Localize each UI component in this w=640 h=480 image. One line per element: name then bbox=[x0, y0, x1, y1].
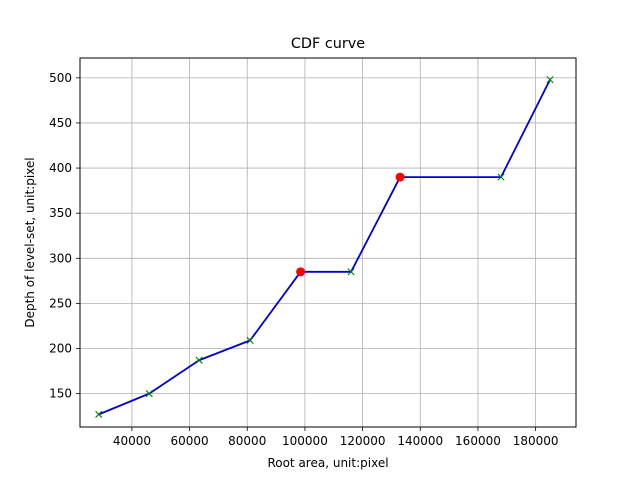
x-tick-label: 160000 bbox=[455, 434, 501, 448]
y-tick-label: 300 bbox=[49, 251, 72, 265]
y-axis-label: Depth of level-set, unit:pixel bbox=[23, 157, 37, 327]
y-tick-label: 200 bbox=[49, 342, 72, 356]
x-tick-label: 60000 bbox=[170, 434, 208, 448]
x-marker-point bbox=[546, 76, 554, 84]
x-tick-label: 100000 bbox=[282, 434, 328, 448]
x-marker-stroke bbox=[246, 336, 254, 344]
y-tick-label: 450 bbox=[49, 116, 72, 130]
x-marker-stroke bbox=[195, 356, 203, 364]
x-tick-label: 80000 bbox=[228, 434, 266, 448]
ticks: 40000 60000 80000 100000 120000 140000 160000 1… bbox=[49, 71, 558, 448]
x-marker-point bbox=[145, 390, 153, 398]
x-marker-point bbox=[347, 268, 355, 276]
y-tick-label: 250 bbox=[49, 296, 72, 310]
x-marker-point bbox=[246, 336, 254, 344]
x-axis-label: Root area, unit:pixel bbox=[267, 456, 388, 470]
x-marker-stroke bbox=[546, 76, 554, 84]
x-marker-stroke bbox=[95, 410, 103, 418]
y-tick-label: 400 bbox=[49, 161, 72, 175]
red-dot-point bbox=[296, 267, 306, 277]
series-layer bbox=[95, 76, 554, 418]
x-marker-point bbox=[497, 173, 505, 181]
x-tick-label: 120000 bbox=[340, 434, 386, 448]
x-tick-label: 180000 bbox=[513, 434, 559, 448]
x-marker-stroke bbox=[347, 268, 355, 276]
x-marker-stroke bbox=[497, 173, 505, 181]
red-dot-point bbox=[395, 172, 405, 182]
x-marker-point bbox=[195, 356, 203, 364]
y-tick-label: 500 bbox=[49, 71, 72, 85]
x-marker-point bbox=[95, 410, 103, 418]
y-tick-label: 150 bbox=[49, 387, 72, 401]
x-tick-label: 40000 bbox=[113, 434, 151, 448]
plot-frame bbox=[79, 57, 577, 428]
chart-title: CDF curve bbox=[291, 36, 365, 52]
x-tick-label: 140000 bbox=[397, 434, 443, 448]
x-marker-stroke bbox=[145, 390, 153, 398]
grid bbox=[80, 58, 576, 427]
y-tick-label: 350 bbox=[49, 206, 72, 220]
